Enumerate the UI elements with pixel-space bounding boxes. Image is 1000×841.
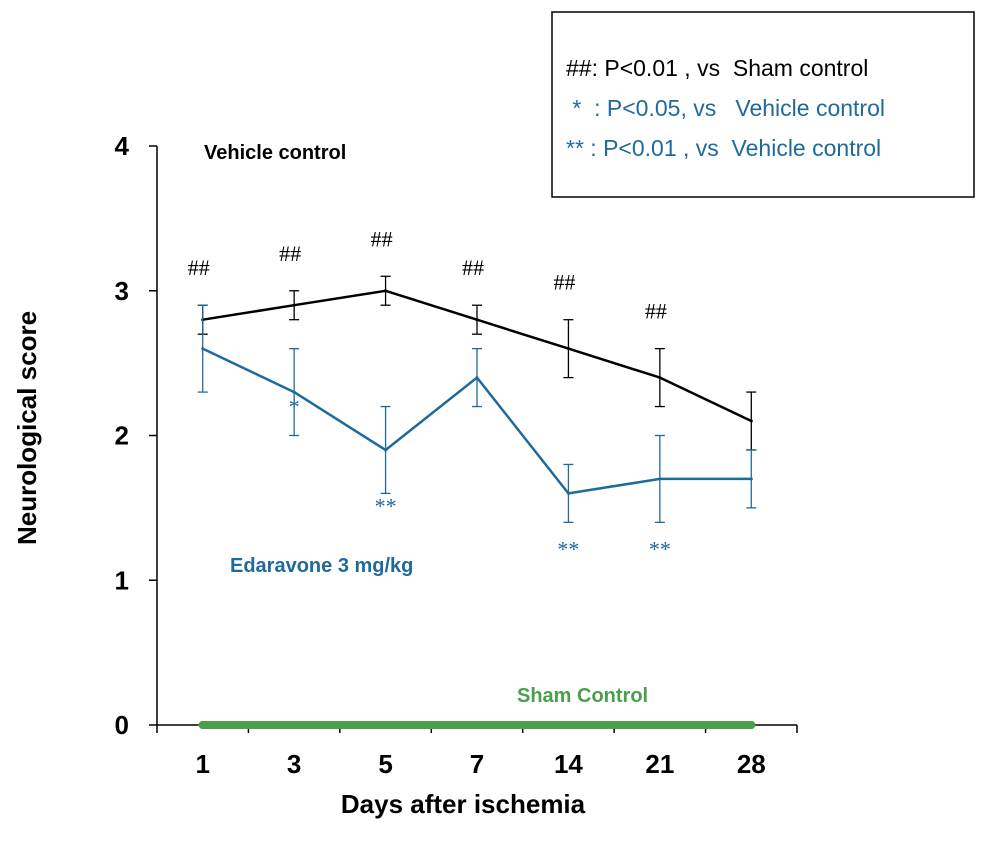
legend: ##: P<0.01 , vs Sham control * : P<0.05,… — [551, 11, 975, 198]
significance-mark: * — [289, 394, 300, 419]
data-point — [381, 721, 390, 729]
significance-mark: ** — [557, 536, 579, 561]
x-tick-label: 28 — [737, 749, 766, 779]
x-tick-label: 7 — [470, 749, 484, 779]
data-point — [475, 318, 479, 322]
data-point — [475, 376, 479, 380]
data-point — [566, 347, 570, 351]
data-point — [384, 448, 388, 452]
data-point — [566, 491, 570, 495]
data-point — [201, 347, 205, 351]
data-point — [290, 721, 299, 729]
y-tick-label: 0 — [115, 710, 129, 740]
data-point — [749, 419, 753, 423]
data-point — [655, 721, 664, 729]
y-tick-label: 4 — [115, 131, 130, 161]
series-layer — [197, 275, 757, 729]
x-tick-label: 5 — [378, 749, 392, 779]
legend-entry-p005: * : P<0.05, vs Vehicle control — [566, 95, 885, 121]
significance-mark: ## — [553, 270, 575, 295]
significance-mark: ** — [649, 536, 671, 561]
y-tick-label: 2 — [115, 421, 129, 451]
series-label-edaravone: Edaravone 3 mg/kg — [230, 555, 413, 577]
legend-box — [551, 11, 975, 198]
annotation-layer: ############***** ** — [188, 226, 671, 561]
x-tick-label: 14 — [554, 749, 583, 779]
data-point — [658, 376, 662, 380]
y-tick-label: 1 — [115, 565, 129, 595]
x-axis-title: Days after ischemia — [341, 789, 586, 819]
significance-mark: ## — [371, 226, 393, 251]
significance-mark: ## — [645, 299, 667, 324]
x-tick-label: 3 — [287, 749, 301, 779]
data-point — [384, 289, 388, 293]
series-label-vehicle-control: Vehicle control — [204, 142, 346, 164]
data-point — [658, 477, 662, 481]
data-point — [747, 721, 756, 729]
significance-mark: ** — [375, 493, 397, 518]
data-point — [292, 390, 296, 394]
y-tick-label: 3 — [115, 276, 129, 306]
significance-mark: ## — [279, 241, 301, 266]
axes: 0 1 2 3 4 1 3 5 7 14 21 28 — [115, 131, 798, 779]
data-point — [292, 303, 296, 307]
x-tick-label: 1 — [195, 749, 209, 779]
data-point — [749, 477, 753, 481]
significance-mark: ## — [462, 255, 484, 280]
legend-entry-p001: ** : P<0.01 , vs Vehicle control — [566, 135, 881, 161]
y-axis-title: Neurological score — [12, 311, 42, 545]
significance-mark: ## — [188, 255, 210, 280]
data-point — [564, 721, 573, 729]
data-point — [198, 721, 207, 729]
legend-entry-sham: ##: P<0.01 , vs Sham control — [566, 55, 868, 81]
series-label-sham-control: Sham Control — [517, 685, 648, 707]
x-tick-label: 21 — [645, 749, 674, 779]
data-point — [473, 721, 481, 729]
